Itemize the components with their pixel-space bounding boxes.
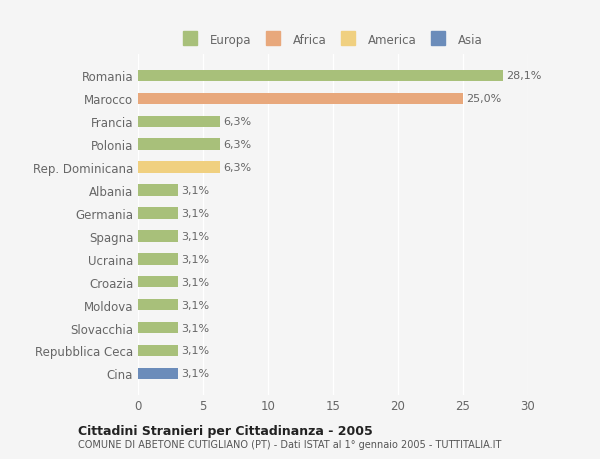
Bar	[138, 322, 178, 334]
Text: COMUNE DI ABETONE CUTIGLIANO (PT) - Dati ISTAT al 1° gennaio 2005 - TUTTITALIA.I: COMUNE DI ABETONE CUTIGLIANO (PT) - Dati…	[78, 440, 502, 449]
Text: 6,3%: 6,3%	[223, 163, 251, 173]
Text: 3,1%: 3,1%	[182, 208, 209, 218]
Text: Cittadini Stranieri per Cittadinanza - 2005: Cittadini Stranieri per Cittadinanza - 2…	[78, 424, 373, 437]
Text: 3,1%: 3,1%	[182, 323, 209, 333]
Bar	[138, 139, 220, 151]
Legend: Europa, Africa, America, Asia: Europa, Africa, America, Asia	[179, 30, 487, 50]
Bar	[138, 230, 178, 242]
Bar	[138, 185, 178, 196]
Text: 6,3%: 6,3%	[223, 117, 251, 127]
Text: 3,1%: 3,1%	[182, 185, 209, 196]
Bar	[138, 116, 220, 128]
Bar	[138, 253, 178, 265]
Bar	[138, 368, 178, 379]
Text: 3,1%: 3,1%	[182, 346, 209, 356]
Text: 3,1%: 3,1%	[182, 231, 209, 241]
Text: 3,1%: 3,1%	[182, 300, 209, 310]
Text: 3,1%: 3,1%	[182, 254, 209, 264]
Bar	[138, 276, 178, 288]
Bar	[138, 345, 178, 357]
Text: 6,3%: 6,3%	[223, 140, 251, 150]
Text: 25,0%: 25,0%	[466, 94, 502, 104]
Bar	[138, 299, 178, 311]
Text: 3,1%: 3,1%	[182, 277, 209, 287]
Bar	[138, 93, 463, 105]
Bar	[138, 162, 220, 174]
Bar	[138, 71, 503, 82]
Bar	[138, 208, 178, 219]
Text: 3,1%: 3,1%	[182, 369, 209, 379]
Text: 28,1%: 28,1%	[506, 71, 542, 81]
